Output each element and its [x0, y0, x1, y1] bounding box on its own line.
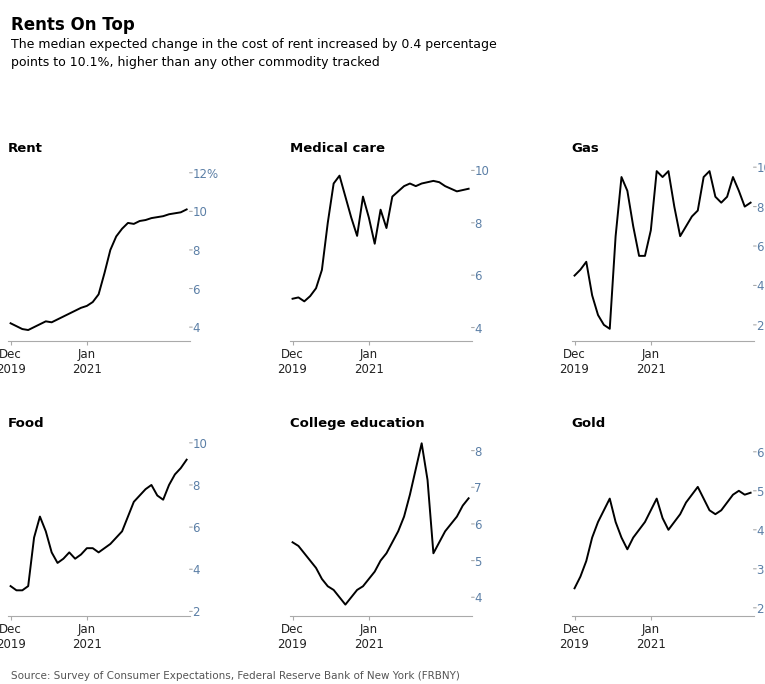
Text: Gold: Gold	[571, 417, 606, 430]
Text: Food: Food	[8, 417, 44, 430]
Text: College education: College education	[290, 417, 425, 430]
Text: Source: Survey of Consumer Expectations, Federal Reserve Bank of New York (FRBNY: Source: Survey of Consumer Expectations,…	[11, 670, 461, 681]
Text: Rents On Top: Rents On Top	[11, 16, 135, 34]
Text: Rent: Rent	[8, 142, 43, 155]
Text: The median expected change in the cost of rent increased by 0.4 percentage
point: The median expected change in the cost o…	[11, 38, 497, 68]
Text: Medical care: Medical care	[290, 142, 385, 155]
Text: Gas: Gas	[571, 142, 599, 155]
